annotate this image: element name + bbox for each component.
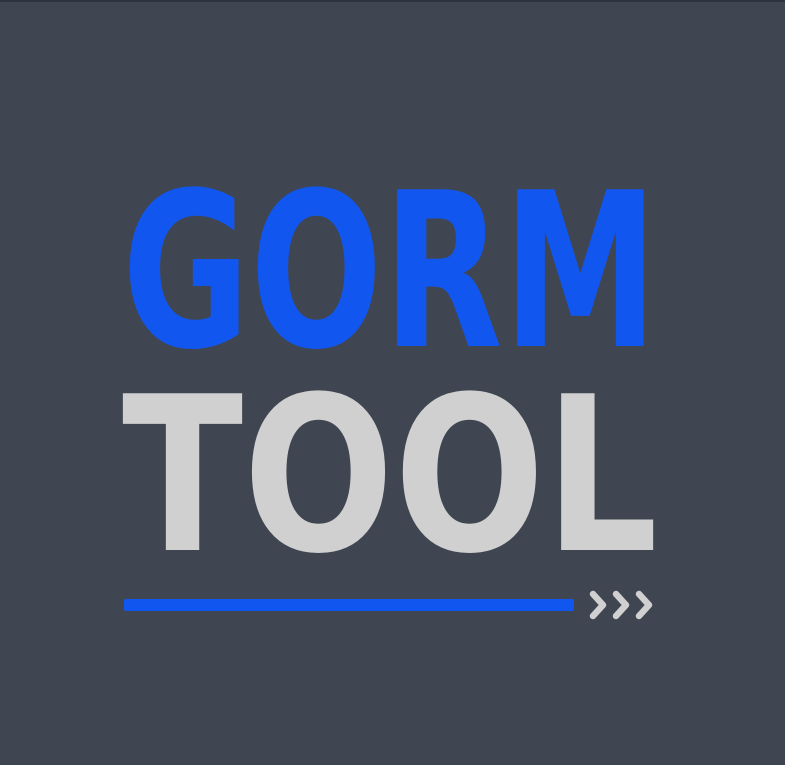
logo-word-gorm: GORM [122, 146, 658, 397]
underline-bar [124, 599, 574, 611]
top-edge-border [0, 0, 785, 2]
logo-word-tool: TOOL [122, 350, 658, 601]
chevrons-icon [589, 590, 653, 620]
